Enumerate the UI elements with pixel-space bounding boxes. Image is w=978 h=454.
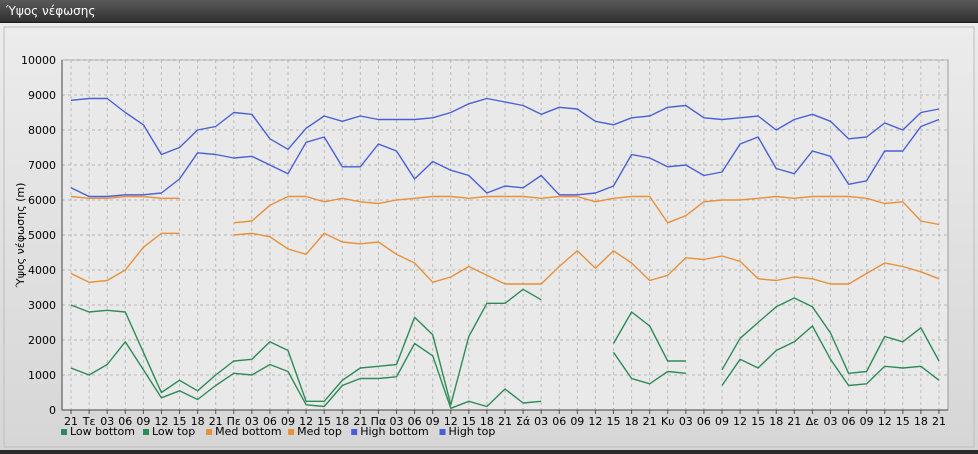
- window-title: Ύψος νέφωσης: [6, 4, 96, 18]
- x-tick-label: 18: [625, 415, 639, 428]
- x-tick-label: 18: [914, 415, 928, 428]
- x-tick-label: 06: [552, 415, 566, 428]
- x-tick-label: 03: [100, 415, 114, 428]
- cloud-height-chart: 0 1000 2000 3000 4000 5000 6000 7000 8000 9000 100…: [3, 26, 975, 448]
- x-tick-label: 15: [317, 415, 331, 428]
- series-line-high-top: [70, 97, 940, 156]
- x-tick-label: 15: [173, 415, 187, 428]
- legend-swatch: [439, 429, 446, 435]
- x-tick-label: 12: [154, 415, 168, 428]
- x-tick-label: 03: [823, 415, 837, 428]
- x-tick-label: 09: [715, 415, 729, 428]
- x-tick-label: Πα: [371, 415, 387, 428]
- y-tick-label: 10000: [21, 54, 56, 67]
- series-line-high-bottom: [70, 118, 940, 198]
- y-tick-label: 9000: [28, 89, 56, 102]
- x-tick-label: 03: [534, 415, 548, 428]
- y-tick-label: 0: [49, 404, 56, 417]
- x-tick-label: Δε: [806, 415, 820, 428]
- x-tick-label: 21: [932, 415, 946, 428]
- x-tick-label: 21: [209, 415, 223, 428]
- legend-swatch: [351, 429, 358, 435]
- x-tick-label: 12: [299, 415, 313, 428]
- series-line-low-bottom: [70, 325, 940, 409]
- legend-label: Med bottom: [215, 425, 282, 438]
- x-tick-label: 15: [751, 415, 765, 428]
- x-tick-label: 21: [64, 415, 78, 428]
- y-tick-label: 5000: [28, 229, 56, 242]
- x-tick-label: Πε: [227, 415, 241, 428]
- legend-swatch: [288, 429, 295, 435]
- x-tick-label: 09: [860, 415, 874, 428]
- y-tick-label: 3000: [28, 299, 56, 312]
- x-tick-label: Τε: [82, 415, 96, 428]
- x-tick-label: 09: [136, 415, 150, 428]
- x-tick-label: 18: [480, 415, 494, 428]
- y-tick-label: 1000: [28, 369, 56, 382]
- x-tick-label: Κυ: [661, 415, 675, 428]
- legend-label: High top: [449, 425, 496, 438]
- x-tick-label: 03: [679, 415, 693, 428]
- legend-swatch: [143, 429, 149, 435]
- legend-label: Low bottom: [70, 425, 135, 438]
- x-tick-label: 06: [408, 415, 422, 428]
- x-tick-label: 21: [787, 415, 801, 428]
- chart-frame: [3, 26, 975, 448]
- y-tick-label: 2000: [28, 334, 56, 347]
- x-tick-label: 18: [335, 415, 349, 428]
- y-tick-label: 8000: [28, 124, 56, 137]
- legend-swatch: [61, 429, 67, 435]
- x-tick-label: 03: [390, 415, 404, 428]
- x-tick-label: 15: [462, 415, 476, 428]
- y-axis-label: Ύψος νέφωσης (m): [14, 183, 27, 289]
- y-tick-label: 6000: [28, 194, 56, 207]
- chart-panel: 0 1000 2000 3000 4000 5000 6000 7000 8000 9000 100…: [0, 23, 978, 450]
- title-bar: Ύψος νέφωσης: [0, 0, 978, 23]
- x-tick-label: 21: [353, 415, 367, 428]
- x-tick-label: 12: [588, 415, 602, 428]
- x-tick-label: 12: [444, 415, 458, 428]
- x-tick-label: 12: [733, 415, 747, 428]
- x-tick-label: 09: [281, 415, 295, 428]
- y-tick-label: 4000: [28, 264, 56, 277]
- x-tick-label: 06: [118, 415, 132, 428]
- x-tick-label: Σά: [516, 415, 530, 428]
- x-tick-label: 18: [191, 415, 205, 428]
- x-tick-label: 18: [769, 415, 783, 428]
- x-tick-label: 06: [842, 415, 856, 428]
- x-tick-label: 06: [697, 415, 711, 428]
- legend-label: Med top: [297, 425, 342, 438]
- x-tick-label: 21: [498, 415, 512, 428]
- x-tick-label: 15: [606, 415, 620, 428]
- legend-label: Low top: [152, 425, 195, 438]
- x-tick-label: 15: [896, 415, 910, 428]
- x-tick-label: 06: [263, 415, 277, 428]
- series-line-med-bottom: [70, 232, 940, 285]
- y-tick-label: 7000: [28, 159, 56, 172]
- x-tick-label: 09: [426, 415, 440, 428]
- series-line-med-top: [70, 195, 940, 226]
- x-tick-label: 09: [570, 415, 584, 428]
- x-tick-label: 12: [878, 415, 892, 428]
- series-line-low-top: [70, 288, 940, 406]
- legend-label: High bottom: [360, 425, 429, 438]
- legend-swatch: [206, 429, 213, 435]
- x-tick-label: 21: [643, 415, 657, 428]
- x-tick-label: 03: [245, 415, 259, 428]
